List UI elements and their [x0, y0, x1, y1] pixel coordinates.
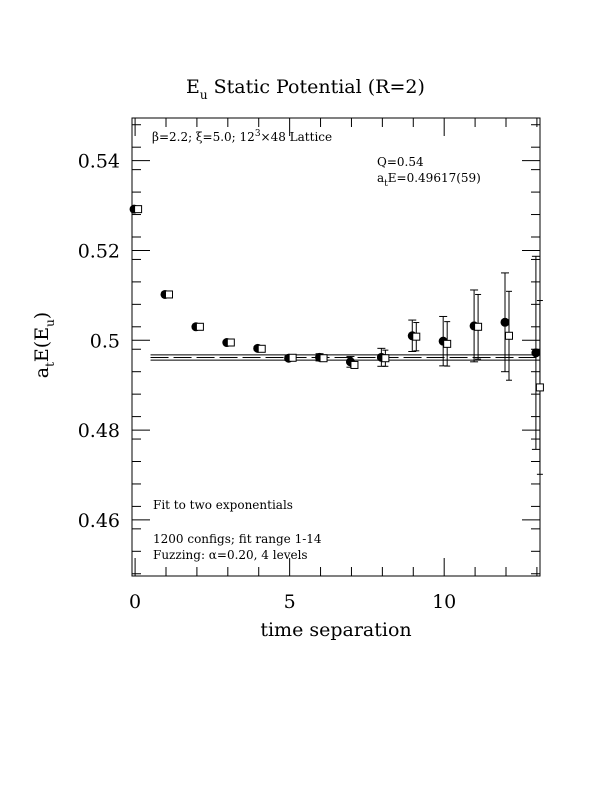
annotation-lattice: β=2.2; ξ=5.0; 123×48 Lattice: [152, 129, 332, 144]
x-tick-label: 5: [284, 591, 296, 613]
data-point-square: [535, 383, 544, 392]
x-tick-label: 0: [129, 591, 141, 613]
y-tick-label: 0.54: [78, 151, 120, 173]
data-point-square: [350, 360, 359, 369]
data-point-circle: [531, 348, 541, 358]
annotation-configs: 1200 configs; fit range 1-14: [153, 532, 322, 546]
data-point-square: [412, 332, 421, 341]
data-points: [129, 204, 544, 475]
annotation-q: Q=0.54: [377, 155, 424, 169]
axis-ticks: 0.46 0.48 0.5 0.52 0.54 0 5 10: [78, 118, 540, 613]
data-point-square: [226, 338, 235, 347]
y-tick-label: 0.5: [90, 330, 120, 352]
y-tick-label: 0.46: [78, 510, 120, 532]
fit-band: [150, 354, 540, 361]
data-point-square: [195, 322, 204, 331]
y-tick-label: 0.52: [78, 240, 120, 262]
data-point-square: [288, 353, 297, 362]
data-point-circle: [500, 317, 510, 327]
x-tick-label: 10: [432, 591, 456, 613]
data-point-square: [474, 322, 483, 331]
data-point-square: [134, 205, 143, 214]
annotation-energy: atE=0.49617(59): [377, 171, 481, 189]
y-axis-label: atE(Eu): [31, 312, 57, 378]
y-tick-label: 0.48: [78, 420, 120, 442]
x-axis-label: time separation: [260, 619, 411, 641]
chart-title: Eu Static Potential (R=2): [186, 76, 425, 102]
data-point-square: [443, 339, 452, 348]
data-point-square: [257, 344, 266, 353]
data-point-square: [319, 354, 328, 363]
data-point-square: [381, 354, 390, 363]
annotation-fuzzing: Fuzzing: α=0.20, 4 levels: [153, 548, 308, 562]
annotation-fit-type: Fit to two exponentials: [153, 498, 293, 512]
data-point-square: [505, 331, 513, 340]
data-point-square: [165, 290, 173, 299]
